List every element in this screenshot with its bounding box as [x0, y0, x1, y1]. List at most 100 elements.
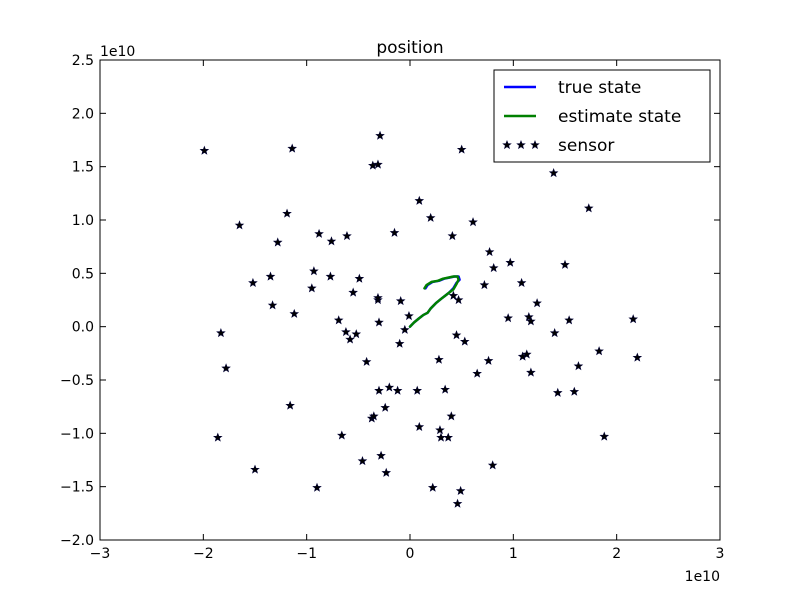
sensor-point	[307, 283, 317, 293]
sensor-point	[414, 421, 425, 432]
sensor-point	[213, 432, 223, 442]
sensor-point	[443, 432, 454, 442]
sensor-point	[583, 203, 594, 213]
sensor-point	[357, 456, 368, 466]
sensor-point	[451, 330, 462, 340]
y-tick-label: −2.0	[60, 533, 94, 549]
sensor-point	[309, 266, 319, 276]
legend-swatch	[530, 139, 540, 150]
sensor-point	[221, 363, 231, 373]
y-tick-label: 2.0	[72, 106, 94, 122]
sensor-point	[267, 300, 278, 310]
sensor-point	[484, 246, 495, 257]
sensor-point	[368, 160, 378, 170]
sensor-point	[447, 230, 458, 241]
sensor-point	[392, 385, 403, 395]
sensor-point	[389, 227, 400, 237]
sensor-point	[325, 271, 336, 281]
sensor-point	[380, 402, 390, 412]
sensor-point	[326, 236, 337, 246]
x-tick-label: 2	[612, 546, 621, 562]
x-tick-label: −2	[193, 546, 214, 562]
sensor-point	[314, 228, 324, 238]
x-tick-label: 1	[509, 546, 518, 562]
sensor-point	[234, 220, 245, 230]
sensor-point	[412, 385, 423, 395]
sensor-point	[395, 296, 406, 306]
sensor-point	[440, 384, 450, 394]
sensor-point	[434, 354, 444, 364]
sensor-point	[549, 328, 560, 338]
y-offset-label: 1e10	[100, 44, 135, 60]
x-tick-label: 0	[406, 546, 415, 562]
sensor-point	[394, 338, 405, 348]
sensor-point	[348, 287, 358, 297]
sensor-point	[488, 262, 499, 273]
sensor-point	[376, 450, 386, 460]
x-tick-label: −1	[296, 546, 317, 562]
sensor-point	[503, 313, 513, 323]
sensor-point	[594, 346, 604, 356]
sensor-point	[516, 277, 527, 288]
sensor-point	[453, 294, 464, 305]
sensor-point	[333, 315, 344, 325]
x-tick-label: 3	[716, 546, 725, 562]
legend-label: sensor	[558, 136, 614, 156]
sensor-point	[548, 168, 559, 178]
legend-swatch	[516, 139, 526, 150]
sensor-point	[342, 230, 352, 241]
sensor-point	[632, 352, 643, 362]
sensor-point	[375, 130, 385, 140]
series-line-estimate-state	[408, 275, 460, 328]
sensor-point	[564, 315, 574, 325]
sensor-point	[374, 317, 384, 327]
sensor-point	[289, 308, 300, 318]
sensor-point	[483, 355, 494, 365]
sensor-point	[373, 292, 383, 302]
sensor-point	[216, 328, 226, 338]
sensor-point	[526, 367, 536, 377]
legend-label: estimate state	[558, 107, 681, 127]
sensor-point	[400, 324, 410, 334]
sensor-point	[373, 159, 383, 169]
sensor-point	[487, 460, 498, 470]
sensor-point	[199, 145, 210, 155]
sensor-point	[456, 144, 467, 154]
sensor-point	[381, 467, 392, 477]
sensor-point	[250, 464, 260, 474]
sensor-point	[472, 368, 482, 378]
state-lines	[408, 275, 461, 328]
sensor-point	[337, 430, 347, 440]
y-tick-label: 1.5	[72, 160, 94, 176]
sensor-point	[312, 482, 322, 492]
sensor-point	[374, 385, 384, 395]
sensor-point	[455, 485, 466, 496]
sensor-point	[345, 334, 355, 344]
legend-swatch	[502, 139, 512, 150]
sensor-point	[435, 425, 445, 435]
sensor-point	[448, 290, 459, 300]
sensor-point	[532, 298, 542, 308]
sensor-point	[479, 280, 490, 290]
sensor-points	[199, 130, 643, 508]
sensor-point	[341, 326, 351, 337]
sensor-point	[524, 312, 534, 322]
sensor-point	[361, 356, 372, 366]
sensor-point	[384, 382, 395, 392]
sensor-point	[436, 432, 446, 442]
y-tick-label: −1.5	[60, 480, 94, 496]
sensor-point	[552, 387, 563, 397]
sensor-point	[569, 386, 580, 396]
sensor-point	[425, 212, 436, 222]
y-tick-label: 0.0	[72, 320, 94, 336]
sensor-point	[468, 217, 478, 227]
sensor-point	[505, 257, 516, 267]
sensor-point	[628, 314, 638, 324]
chart-title: position	[376, 38, 443, 58]
sensor-point	[446, 411, 457, 421]
sensor-point	[282, 208, 292, 218]
y-tick-label: 1.0	[72, 213, 94, 229]
x-tick-label: −3	[90, 546, 111, 562]
sensor-point	[414, 195, 425, 205]
